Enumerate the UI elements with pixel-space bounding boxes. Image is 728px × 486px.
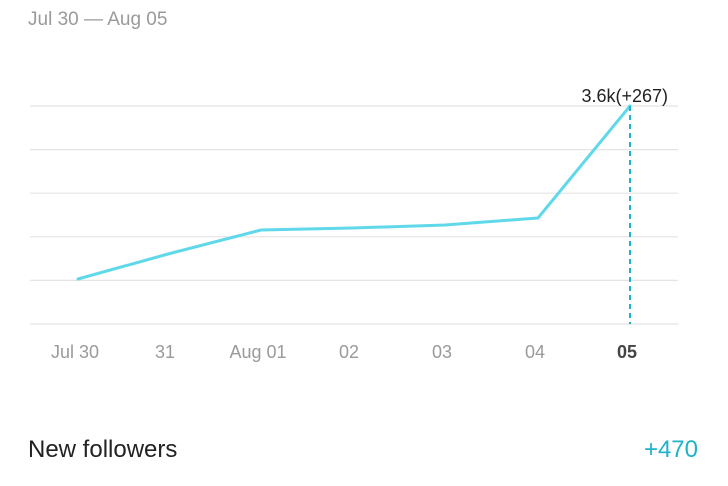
annotation-label: 3.6k(+267) [581, 86, 668, 106]
x-tick-label: 04 [525, 342, 545, 362]
x-tick-label: 02 [339, 342, 359, 362]
x-tick-label: Aug 01 [229, 342, 286, 362]
series-line [76, 104, 632, 281]
x-tick-label: 05 [617, 342, 637, 362]
summary-row: New followers +470 [28, 436, 698, 464]
date-range: Jul 30 — Aug 05 [28, 9, 168, 30]
x-tick-label: 03 [432, 342, 452, 362]
summary-value: +470 [643, 436, 698, 463]
followers-line-chart: 3.6k(+267) Jul 30 31 Aug 01 02 03 04 05 [30, 86, 678, 362]
x-tick-label: Jul 30 [51, 342, 99, 362]
x-tick-label: 31 [155, 342, 175, 362]
summary-label: New followers [28, 436, 178, 463]
